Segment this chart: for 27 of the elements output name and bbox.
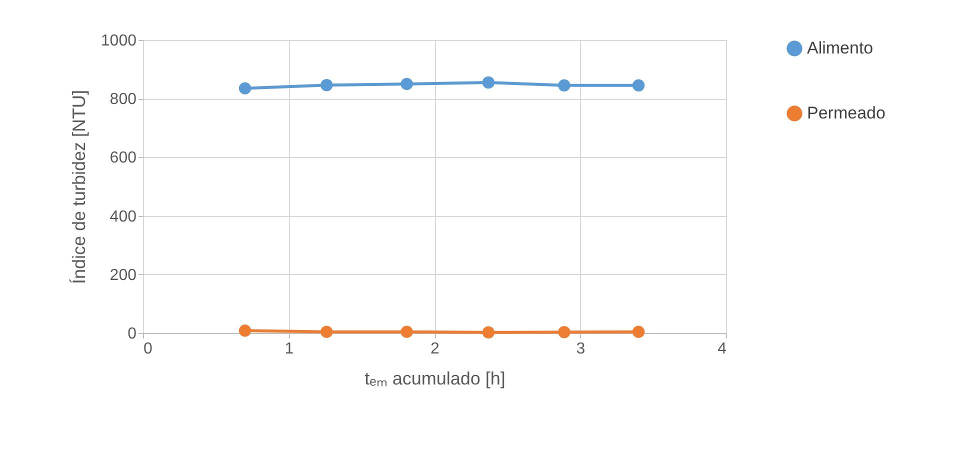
y-axis-title: Índice de turbidez [NTU] [68, 90, 89, 284]
x-tick-label: 1 [284, 340, 294, 358]
y-tick-label: 1000 [100, 32, 137, 50]
point [482, 326, 495, 339]
x-tick-label: 3 [576, 340, 586, 358]
y-tick-label: 0 [128, 326, 137, 342]
legend-label: Alimento [807, 38, 874, 58]
y-tick-label: 400 [110, 208, 137, 226]
y-tick-label: 600 [110, 150, 137, 167]
point [238, 82, 252, 94]
y-tick-label: 800 [110, 91, 137, 108]
legend-label: Permeado [807, 104, 886, 122]
point [400, 326, 413, 338]
x-tick-label: 0 [144, 340, 152, 358]
point [320, 79, 333, 92]
point [558, 79, 570, 92]
point [558, 326, 570, 338]
x-tick-label: 4 [718, 340, 727, 358]
point [632, 79, 645, 92]
y-tick-label: 200 [110, 266, 137, 284]
point [482, 76, 495, 89]
point [632, 326, 645, 338]
point [238, 324, 252, 337]
point [320, 326, 333, 338]
point [400, 78, 413, 90]
x-axis-title: tₑₘ acumulado [h] [364, 368, 506, 388]
x-tick-label: 2 [430, 340, 440, 358]
